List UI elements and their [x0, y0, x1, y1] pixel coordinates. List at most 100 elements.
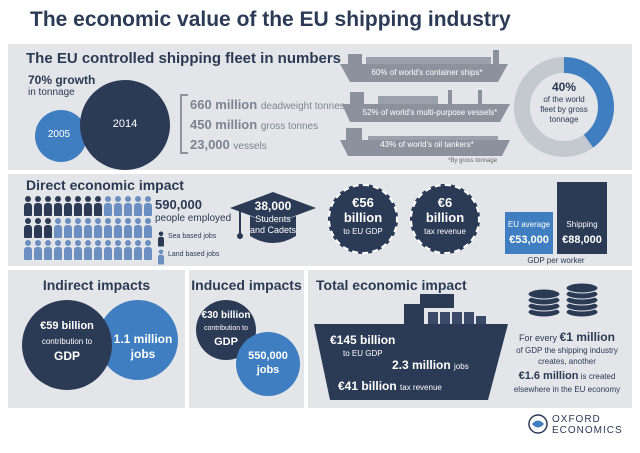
logo-line-2: ECONOMICS	[552, 425, 623, 436]
oil-tanker-icon	[340, 128, 510, 156]
person-icon	[134, 240, 142, 260]
total-tax-value: €41 billion	[338, 379, 397, 393]
person-icon	[84, 218, 92, 238]
indirect-jobs-value-1: 1.1 million	[113, 332, 173, 346]
multiplier-text-1: For every	[519, 333, 558, 343]
direct-gdp-value-2: billion	[343, 210, 383, 225]
page-title: The economic value of the EU shipping in…	[30, 8, 511, 31]
total-jobs: 2.3 million jobs	[392, 358, 469, 372]
induced-jobs-value-1: 550,000	[248, 350, 288, 362]
coin-stacks-icon	[527, 282, 599, 318]
bar-eu-value: €53,000	[509, 234, 549, 246]
total-heading: Total economic impact	[316, 277, 467, 293]
stat-gross-unit: gross tonnes	[260, 121, 319, 132]
fleet-donut	[514, 57, 614, 157]
stat-vessels-value: 23,000	[190, 137, 230, 152]
person-icon	[24, 240, 32, 260]
person-icon	[114, 196, 122, 216]
donut-value: 40%	[551, 80, 577, 94]
person-icon	[144, 240, 152, 260]
growth-value: 70% growth	[28, 73, 96, 87]
students-label-1: Students	[255, 214, 291, 224]
circle-2014	[80, 80, 170, 170]
person-icon	[64, 240, 72, 260]
fleet-footnote: *By gross tonnage	[448, 158, 498, 164]
fleet-heading: The EU controlled shipping fleet in numb…	[26, 50, 342, 67]
person-icon	[64, 196, 72, 216]
person-icon	[104, 218, 112, 238]
gdp-circle	[328, 184, 398, 254]
stat-gross: 450 million gross tonnes	[190, 117, 318, 132]
sea-jobs-legend-icon	[158, 231, 164, 247]
person-icon	[64, 218, 72, 238]
person-icon	[104, 196, 112, 216]
person-icon	[134, 196, 142, 216]
induced-gdp-label-2: GDP	[214, 336, 238, 348]
person-icon	[94, 218, 102, 238]
students-label-2: and Cadets	[249, 225, 297, 235]
bar-eu-average	[505, 212, 553, 254]
stat-deadweight-unit: deadweight tonnes	[260, 101, 345, 112]
year-2005-label: 2005	[47, 129, 71, 140]
stat-deadweight: 660 million deadweight tonnes	[190, 97, 345, 112]
stats-bracket	[180, 94, 188, 154]
person-icon	[74, 240, 82, 260]
growth-label: in tonnage	[28, 87, 75, 98]
person-icon	[44, 240, 52, 260]
person-icon	[94, 196, 102, 216]
person-icon	[124, 218, 132, 238]
direct-heading: Direct economic impact	[26, 177, 184, 193]
direct-tax-value-1: €6	[437, 195, 453, 210]
stat-deadweight-value: 660 million	[190, 97, 258, 112]
indirect-jobs-value-2: jobs	[130, 347, 156, 361]
person-icon	[44, 218, 52, 238]
oxford-economics-logo-icon	[528, 414, 548, 434]
person-icon	[144, 218, 152, 238]
multiplier-text-4: is created	[580, 372, 616, 381]
container-ship-hull-icon	[314, 294, 508, 400]
induced-gdp-value: €30 billion	[201, 310, 251, 321]
students-value: 38,000	[254, 199, 292, 213]
bar-ship-value: €88,000	[562, 234, 602, 246]
total-tax: €41 billion tax revenue	[338, 379, 442, 393]
bar-eu-label: EU average	[507, 220, 551, 229]
indirect-gdp-label-2: GDP	[53, 349, 80, 363]
multiplier-line-1: For every €1 million	[508, 330, 626, 344]
total-gdp-value: €145 billion	[330, 333, 396, 347]
multiplier-line-2: of GDP the shipping industry	[516, 346, 618, 355]
induced-jobs-circle	[236, 332, 300, 396]
ship-stat-tanker: 43% of world's oil tankers*	[380, 140, 474, 149]
people-grid	[24, 196, 154, 262]
person-icon	[54, 196, 62, 216]
direct-gdp-label: to EU GDP	[343, 227, 383, 236]
person-icon	[84, 240, 92, 260]
indirect-heading: Indirect impacts	[42, 277, 151, 293]
multiplier-line-4: €1.6 million is created	[508, 370, 626, 382]
container-ship-icon	[340, 50, 508, 82]
person-icon	[24, 218, 32, 238]
multiplier-line-5: elsewhere in the EU economy	[513, 385, 621, 394]
person-icon	[74, 218, 82, 238]
person-icon	[144, 196, 152, 216]
indirect-gdp-circle	[22, 300, 112, 390]
donut-label-1: of the world	[543, 95, 585, 104]
person-icon	[114, 218, 122, 238]
circle-2005	[35, 110, 87, 162]
direct-tax-value-2: billion	[425, 210, 465, 225]
ship-stat-container: 60% of world's container ships*	[371, 68, 483, 77]
direct-gdp-value-1: €56	[352, 195, 374, 210]
indirect-gdp-label-1: contribution to	[41, 337, 93, 346]
donut-label-2: fleet by gross	[540, 105, 588, 114]
multipurpose-ship-icon	[342, 90, 510, 122]
stat-vessels-unit: vessels	[233, 141, 267, 152]
person-icon	[134, 218, 142, 238]
employed-label: people employed	[155, 213, 232, 224]
person-icon	[24, 196, 32, 216]
person-icon	[114, 240, 122, 260]
stat-vessels: 23,000 vessels	[190, 137, 267, 152]
total-jobs-value: 2.3 million	[392, 358, 451, 372]
person-icon	[54, 218, 62, 238]
person-icon	[94, 240, 102, 260]
person-icon	[34, 218, 42, 238]
stat-gross-value: 450 million	[190, 117, 258, 132]
